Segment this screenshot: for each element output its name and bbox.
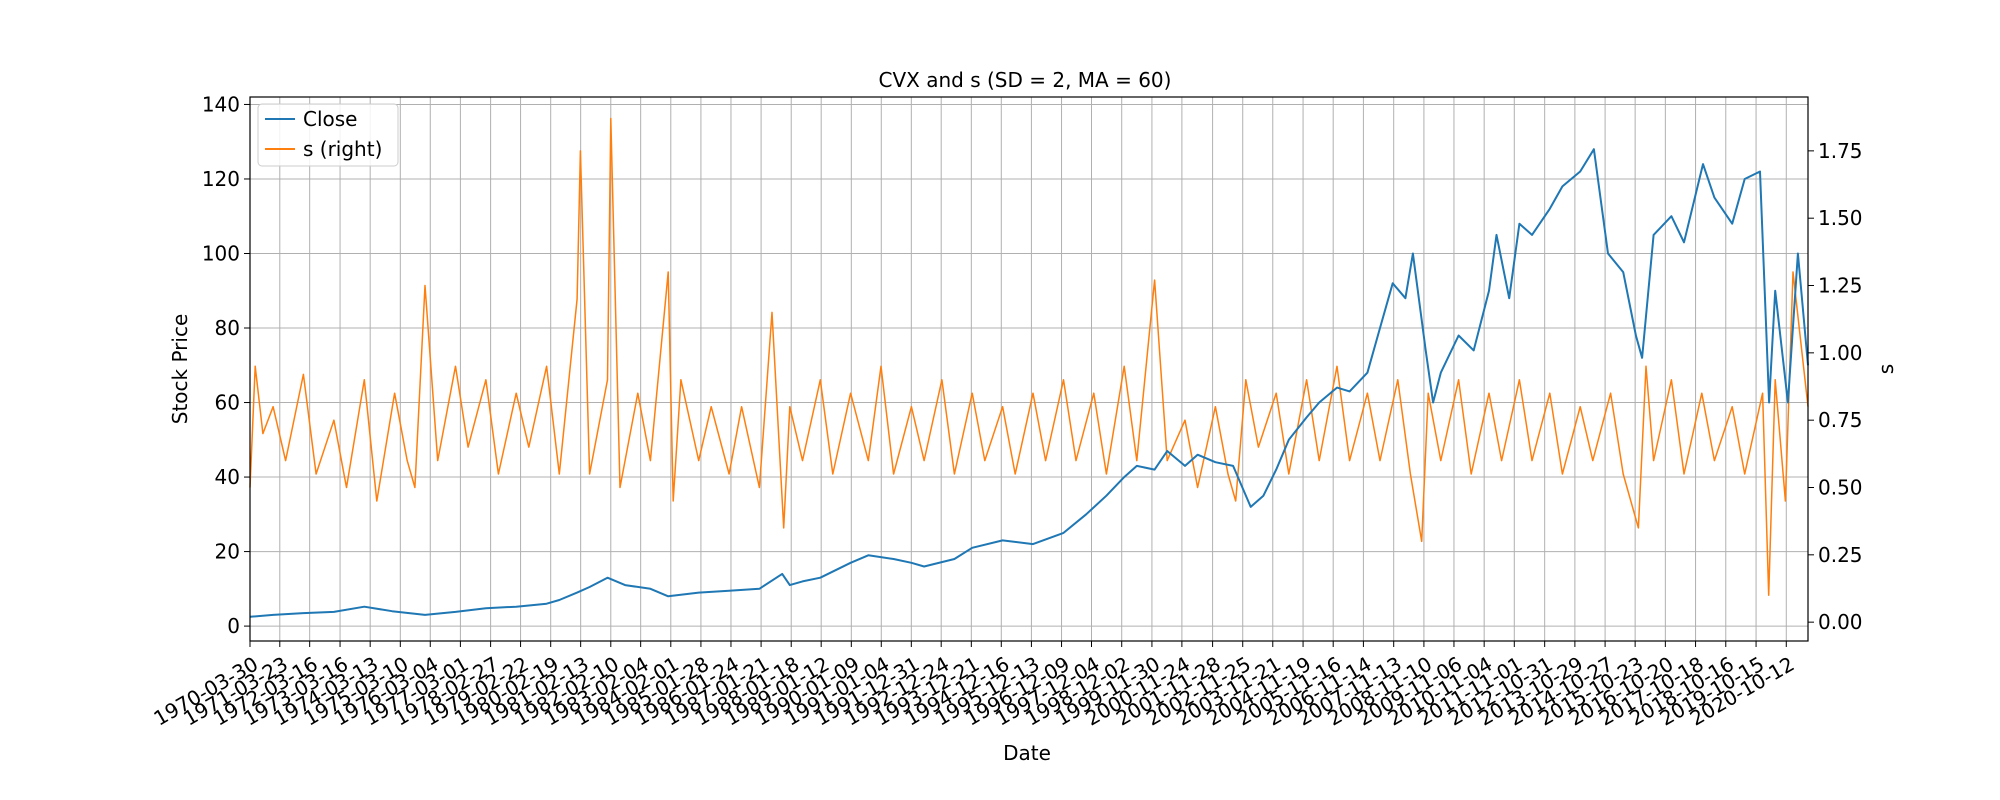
x-axis: 1970-03-301971-03-231972-03-161973-03-16… (149, 641, 1798, 731)
legend: Close s (right) (257, 103, 399, 167)
y-gridlines (250, 103, 1808, 627)
y-tick-label-right: 1.75 (1818, 139, 1863, 163)
y-tick-label-left: 80 (215, 316, 240, 340)
legend-label-close: Close (303, 107, 357, 131)
legend-label-s: s (right) (303, 137, 382, 161)
plot-frame (249, 96, 1809, 642)
y-tick-label-right: 0.50 (1818, 475, 1863, 499)
series-line-s (249, 117, 1809, 596)
y-tick-label-right: 0.25 (1818, 543, 1863, 567)
chart-title: CVX and s (SD = 2, MA = 60) (879, 68, 1172, 92)
plot-area (249, 96, 1809, 642)
y-tick-label-right: 1.25 (1818, 274, 1863, 298)
y-axis-left: 0 20 40 60 80 100 120 140 (202, 92, 250, 638)
y-tick-label-right: 1.50 (1818, 206, 1863, 230)
y-axis-label-right: s (1874, 364, 1898, 374)
y-axis-label-left: Stock Price (168, 314, 192, 425)
y-tick-label-right: 0.00 (1818, 610, 1863, 634)
x-axis-label: Date (1003, 741, 1051, 765)
y-tick-label-left: 140 (202, 92, 240, 116)
y-tick-label-left: 120 (202, 167, 240, 191)
y-tick-label-left: 100 (202, 241, 240, 265)
y-tick-label-left: 40 (215, 465, 240, 489)
y-tick-label-left: 0 (227, 614, 240, 638)
y-axis-right: 0.00 0.25 0.50 0.75 1.00 1.25 1.50 1.75 (1808, 139, 1863, 634)
y-tick-label-right: 0.75 (1818, 408, 1863, 432)
y-tick-label-left: 20 (215, 540, 240, 564)
series-line-close (249, 148, 1809, 618)
y-tick-label-right: 1.00 (1818, 341, 1863, 365)
y-tick-label-left: 60 (215, 391, 240, 415)
